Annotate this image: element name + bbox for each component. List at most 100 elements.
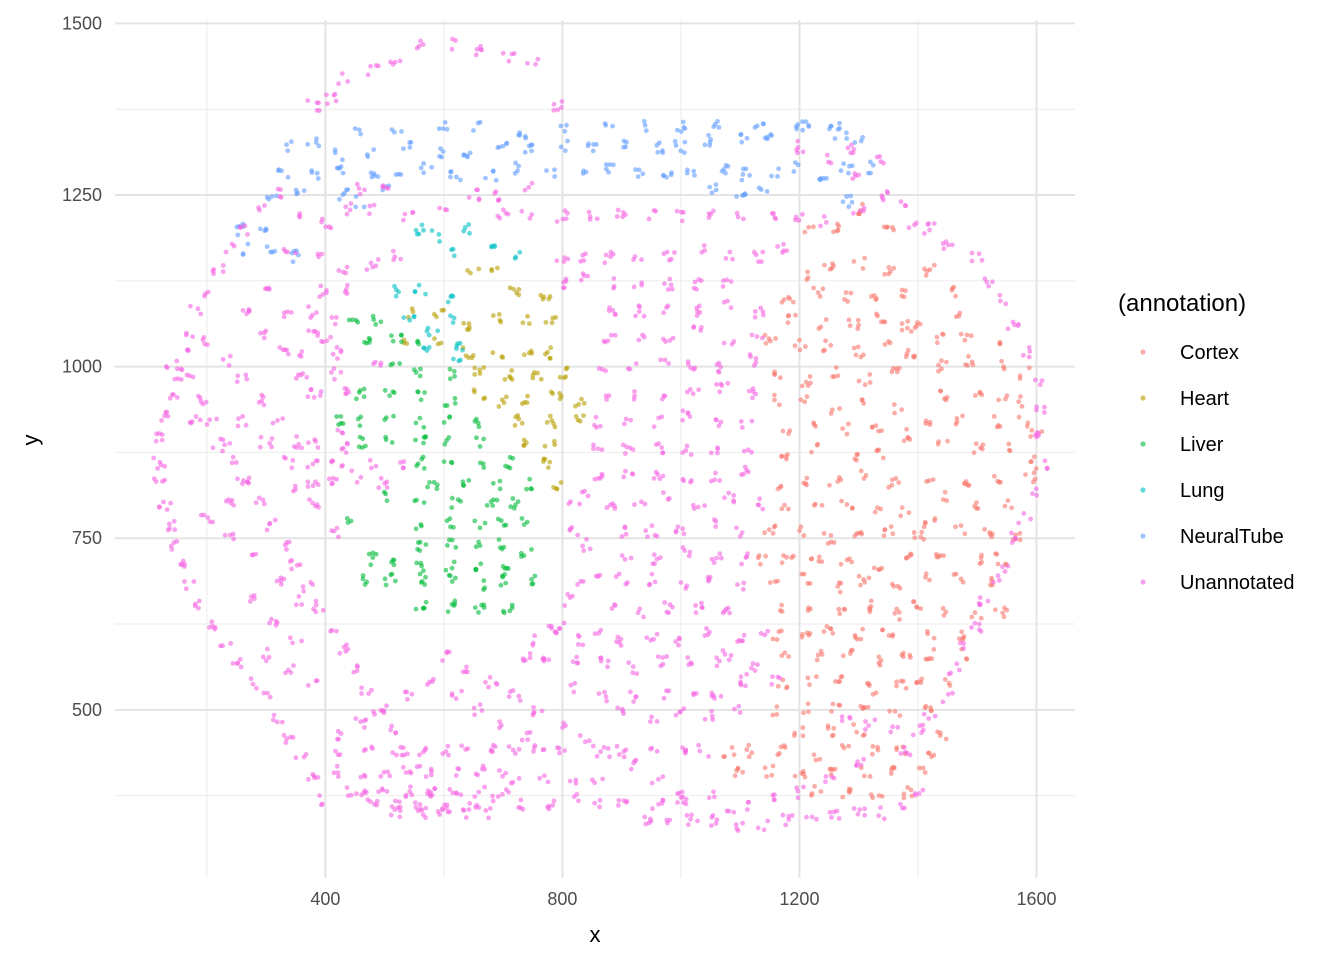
data-point <box>486 684 491 690</box>
data-point <box>459 743 465 749</box>
data-point <box>313 598 319 604</box>
data-point <box>720 284 726 289</box>
data-point <box>905 325 910 331</box>
data-point <box>583 251 588 257</box>
data-point <box>330 458 336 464</box>
data-point <box>532 633 537 639</box>
data-point <box>236 416 241 422</box>
data-point <box>904 426 909 432</box>
data-point <box>490 480 496 486</box>
data-point <box>516 287 522 292</box>
x-tick-label: 800 <box>547 889 577 909</box>
data-point <box>235 232 241 238</box>
data-point <box>746 469 751 475</box>
data-point <box>472 365 478 371</box>
data-point <box>679 218 685 224</box>
data-point <box>324 338 330 344</box>
data-point <box>633 757 639 763</box>
data-point <box>353 194 359 200</box>
data-point <box>506 58 512 64</box>
data-point <box>709 814 715 820</box>
data-point <box>373 463 379 469</box>
data-point <box>677 636 683 642</box>
data-point <box>576 642 581 647</box>
data-point <box>632 389 637 394</box>
data-point <box>460 347 465 353</box>
data-point <box>562 208 568 214</box>
data-point <box>846 204 852 210</box>
data-point <box>837 120 842 126</box>
data-point <box>927 577 932 583</box>
data-point <box>427 480 432 485</box>
data-point <box>812 783 817 789</box>
data-point <box>844 557 850 563</box>
data-point <box>383 491 388 497</box>
data-point <box>892 410 897 416</box>
data-point <box>249 552 255 558</box>
data-point <box>871 565 877 571</box>
data-point <box>772 392 777 398</box>
data-point <box>620 708 626 714</box>
data-point <box>310 582 315 587</box>
data-point <box>935 729 940 735</box>
data-point <box>405 751 410 757</box>
data-point <box>676 642 681 648</box>
data-point <box>666 361 671 366</box>
data-point <box>711 517 717 522</box>
data-point <box>922 770 928 775</box>
data-point <box>664 249 670 255</box>
data-point <box>901 795 907 801</box>
data-point <box>922 266 927 272</box>
data-point <box>477 543 483 548</box>
data-point <box>653 442 659 447</box>
data-point <box>1044 465 1050 471</box>
data-point <box>487 806 493 811</box>
data-point <box>846 317 852 323</box>
data-point <box>696 303 702 309</box>
data-point <box>767 580 773 585</box>
data-point <box>549 625 554 631</box>
data-point <box>495 198 501 203</box>
data-point <box>342 386 348 391</box>
data-point <box>766 527 772 533</box>
data-point <box>592 780 597 786</box>
data-point <box>497 719 503 724</box>
data-point <box>461 228 467 234</box>
data-point <box>499 397 505 403</box>
data-point <box>734 525 739 531</box>
data-point <box>423 805 429 811</box>
data-point <box>805 675 811 681</box>
data-point <box>384 485 390 490</box>
data-point <box>444 403 450 408</box>
data-point <box>763 553 768 559</box>
data-point <box>384 703 389 709</box>
data-point <box>285 351 291 357</box>
x-axis-title: x <box>590 922 601 947</box>
data-point <box>828 342 834 348</box>
data-point <box>359 691 364 696</box>
data-point <box>369 465 374 471</box>
data-point <box>418 397 424 403</box>
data-point <box>594 753 600 759</box>
legend-label: Liver <box>1180 434 1224 456</box>
data-point <box>908 787 914 793</box>
data-point <box>819 559 825 564</box>
data-point <box>203 291 208 297</box>
data-point <box>420 605 426 611</box>
data-point <box>197 417 203 423</box>
data-point <box>544 168 549 173</box>
data-point <box>915 320 920 325</box>
data-point <box>979 446 985 452</box>
data-point <box>409 691 415 697</box>
data-point <box>880 195 885 201</box>
data-point <box>783 822 789 828</box>
data-point <box>258 330 263 336</box>
data-point <box>495 794 501 799</box>
data-point <box>918 680 924 685</box>
data-point <box>738 419 744 424</box>
data-point <box>580 543 585 549</box>
data-point <box>429 228 435 234</box>
data-point <box>305 141 311 147</box>
data-point <box>413 420 419 426</box>
data-point <box>418 366 423 372</box>
